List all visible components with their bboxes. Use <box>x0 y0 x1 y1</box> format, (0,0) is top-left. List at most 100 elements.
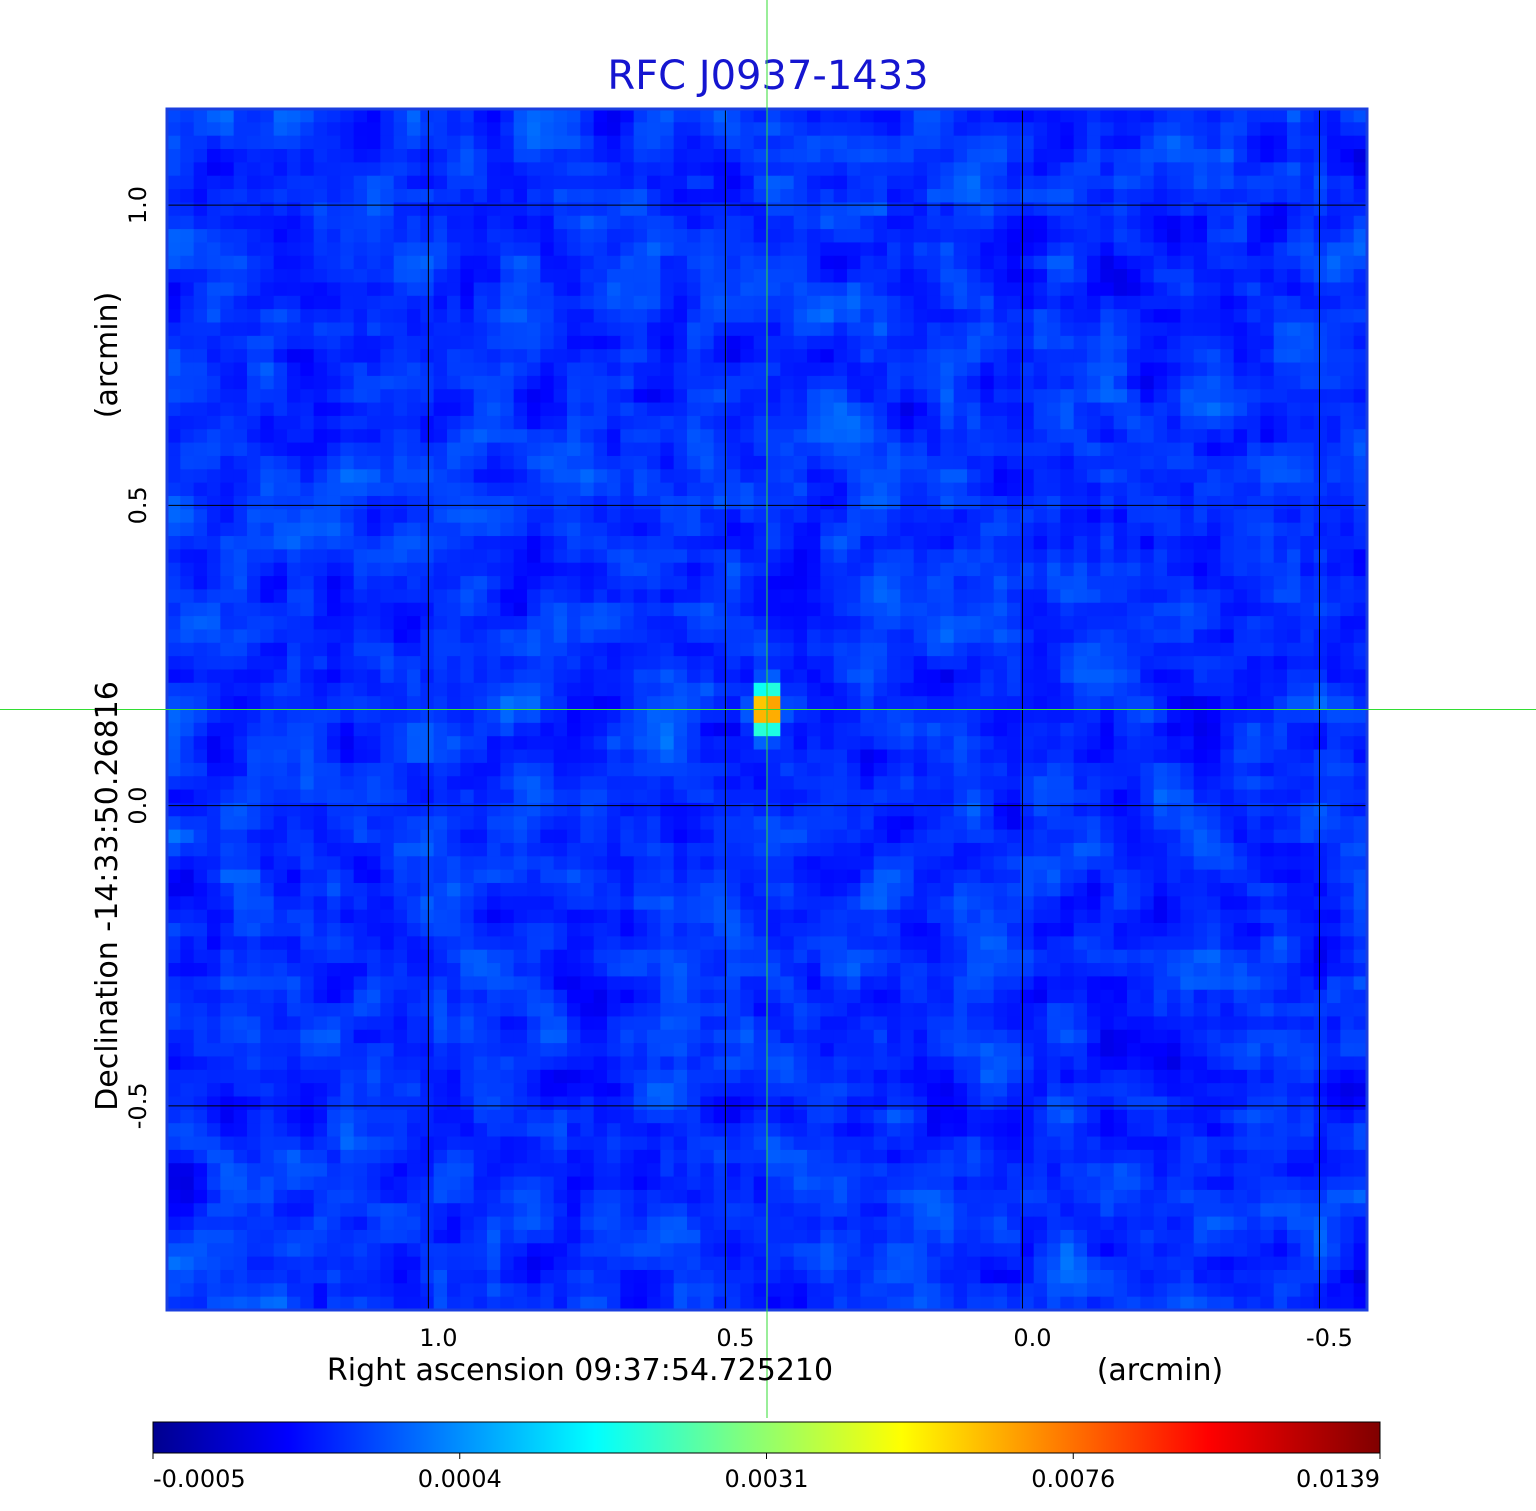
map-pixel <box>660 802 675 817</box>
map-pixel <box>753 189 768 204</box>
map-pixel <box>660 509 675 524</box>
map-pixel <box>1060 589 1075 604</box>
map-pixel <box>1153 269 1168 284</box>
map-pixel <box>367 642 381 657</box>
map-pixel <box>1313 109 1328 123</box>
map-pixel <box>1313 442 1328 457</box>
map-pixel <box>1020 602 1035 617</box>
map-pixel <box>180 495 195 510</box>
map-pixel <box>513 762 528 777</box>
map-pixel <box>1100 522 1115 537</box>
map-pixel <box>1313 656 1328 671</box>
map-pixel <box>540 816 555 831</box>
map-pixel <box>1353 495 1368 510</box>
map-pixel <box>940 656 955 671</box>
map-pixel <box>193 776 208 791</box>
map-pixel <box>833 335 848 350</box>
map-pixel <box>660 402 675 417</box>
map-pixel <box>740 442 755 457</box>
map-pixel <box>833 269 848 284</box>
map-pixel <box>1113 189 1128 204</box>
map-pixel <box>1193 135 1208 150</box>
map-pixel <box>487 722 501 737</box>
map-pixel <box>1260 762 1275 777</box>
map-pixel <box>500 495 515 510</box>
map-pixel <box>1087 736 1101 751</box>
map-pixel <box>1153 642 1168 657</box>
map-pixel <box>1113 269 1128 284</box>
map-pixel <box>673 429 688 444</box>
map-pixel <box>620 149 635 163</box>
map-pixel <box>207 522 221 537</box>
map-pixel <box>380 842 395 857</box>
map-pixel <box>327 442 341 457</box>
map-pixel <box>1327 549 1341 564</box>
map-pixel <box>833 656 848 671</box>
map-pixel <box>993 162 1008 177</box>
map-pixel <box>1313 162 1328 177</box>
map-pixel <box>1327 162 1341 177</box>
map-pixel <box>1260 802 1275 817</box>
map-pixel <box>1073 629 1088 644</box>
map-pixel <box>540 802 555 817</box>
map-pixel <box>540 589 555 604</box>
map-pixel <box>393 616 408 631</box>
map-pixel <box>367 375 381 390</box>
map-pixel <box>260 482 275 497</box>
map-pixel <box>1353 549 1368 564</box>
map-pixel <box>287 842 301 857</box>
map-pixel <box>247 616 261 631</box>
map-pixel <box>887 122 901 137</box>
map-pixel <box>260 696 275 711</box>
map-pixel <box>540 375 555 390</box>
map-pixel <box>940 762 955 777</box>
map-pixel <box>393 455 408 470</box>
map-pixel <box>340 709 355 724</box>
map-pixel <box>1220 816 1235 831</box>
map-pixel <box>1087 109 1101 123</box>
map-pixel <box>767 135 781 150</box>
map-pixel <box>993 149 1008 163</box>
map-pixel <box>1007 522 1021 537</box>
map-pixel <box>820 536 835 550</box>
map-pixel <box>833 202 848 217</box>
map-pixel <box>540 189 555 204</box>
map-pixel <box>1127 402 1141 417</box>
map-pixel <box>660 442 675 457</box>
map-pixel <box>380 709 395 724</box>
map-pixel <box>1260 509 1275 524</box>
map-pixel <box>207 616 221 631</box>
map-pixel <box>420 482 435 497</box>
map-pixel <box>527 415 541 430</box>
map-pixel <box>433 482 448 497</box>
map-pixel <box>1140 736 1155 751</box>
map-pixel <box>1033 349 1048 364</box>
map-pixel <box>513 189 528 204</box>
map-pixel <box>913 309 928 324</box>
map-pixel <box>1127 682 1141 697</box>
map-pixel <box>887 469 901 484</box>
map-pixel <box>207 389 221 404</box>
map-pixel <box>887 829 901 844</box>
map-pixel <box>727 536 741 550</box>
map-pixel <box>1153 135 1168 150</box>
map-pixel <box>353 135 368 150</box>
map-pixel <box>247 215 261 230</box>
map-pixel <box>1140 696 1155 711</box>
map-pixel <box>1180 229 1195 244</box>
map-pixel <box>753 269 768 284</box>
map-pixel <box>1060 295 1075 310</box>
map-pixel <box>233 736 248 751</box>
map-pixel <box>1340 589 1355 604</box>
map-pixel <box>1353 255 1368 270</box>
map-pixel <box>473 149 488 163</box>
map-pixel <box>580 536 595 550</box>
map-pixel <box>700 269 715 284</box>
map-pixel <box>820 776 835 791</box>
map-pixel <box>513 122 528 137</box>
map-pixel <box>953 455 968 470</box>
map-pixel <box>567 215 581 230</box>
map-pixel <box>1167 656 1181 671</box>
map-pixel <box>740 189 755 204</box>
map-pixel <box>607 282 621 297</box>
